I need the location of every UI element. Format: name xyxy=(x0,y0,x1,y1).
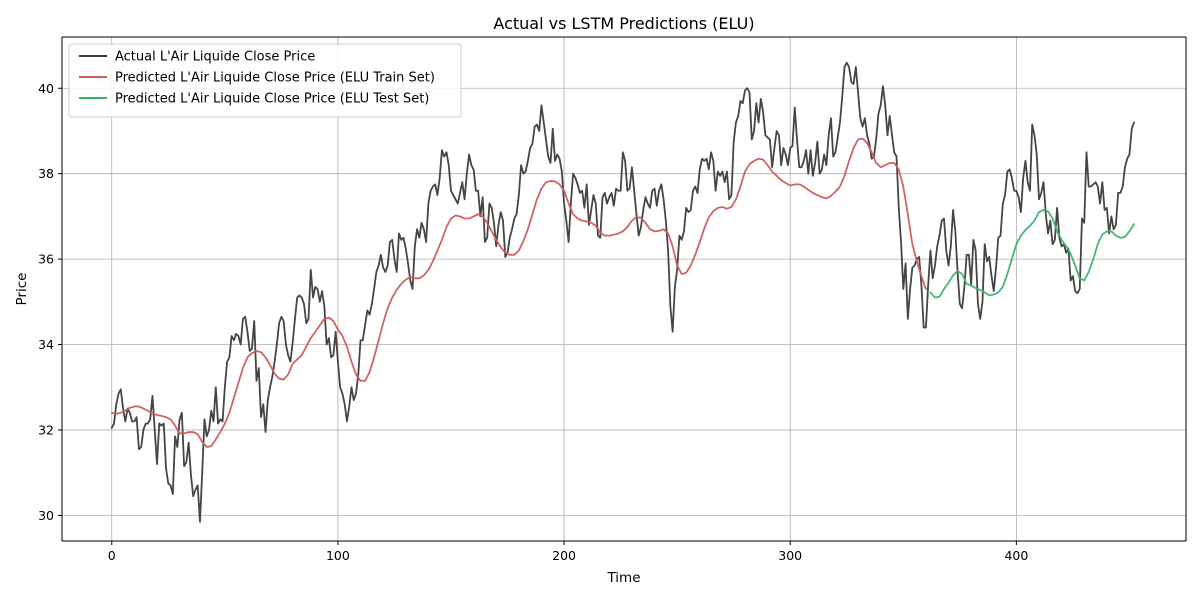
legend: Actual L'Air Liquide Close Price Predicte… xyxy=(68,43,462,118)
legend-label-1: Predicted L'Air Liquide Close Price (ELU… xyxy=(115,71,435,86)
y-axis-label: Price xyxy=(14,273,30,306)
y-tick-label-3: 36 xyxy=(38,252,54,267)
series-line-1 xyxy=(110,137,927,448)
legend-box xyxy=(68,43,462,118)
y-tick-label-2: 34 xyxy=(38,337,54,352)
series-line-0 xyxy=(110,61,1135,523)
y-tick-label-1: 32 xyxy=(38,422,54,437)
y-tick-label-0: 30 xyxy=(38,508,54,523)
y-tick-label-5: 40 xyxy=(38,81,54,96)
axis-ticks: 0 100 200 300 400 30 32 34 36 38 40 xyxy=(38,81,1028,563)
y-tick-label-4: 38 xyxy=(38,166,54,181)
x-tick-label-3: 300 xyxy=(778,548,802,563)
legend-label-0: Actual L'Air Liquide Close Price xyxy=(115,50,315,65)
series-lines xyxy=(110,61,1135,523)
x-tick-label-4: 400 xyxy=(1004,548,1028,563)
x-axis-label: Time xyxy=(606,570,640,586)
x-tick-label-2: 200 xyxy=(552,548,576,563)
legend-label-2: Predicted L'Air Liquide Close Price (ELU… xyxy=(115,92,429,107)
chart-title: Actual vs LSTM Predictions (ELU) xyxy=(493,14,754,33)
plot-frame xyxy=(61,36,1187,542)
series-line-2 xyxy=(929,209,1135,299)
x-tick-label-1: 100 xyxy=(326,548,350,563)
x-tick-label-0: 0 xyxy=(108,548,116,563)
